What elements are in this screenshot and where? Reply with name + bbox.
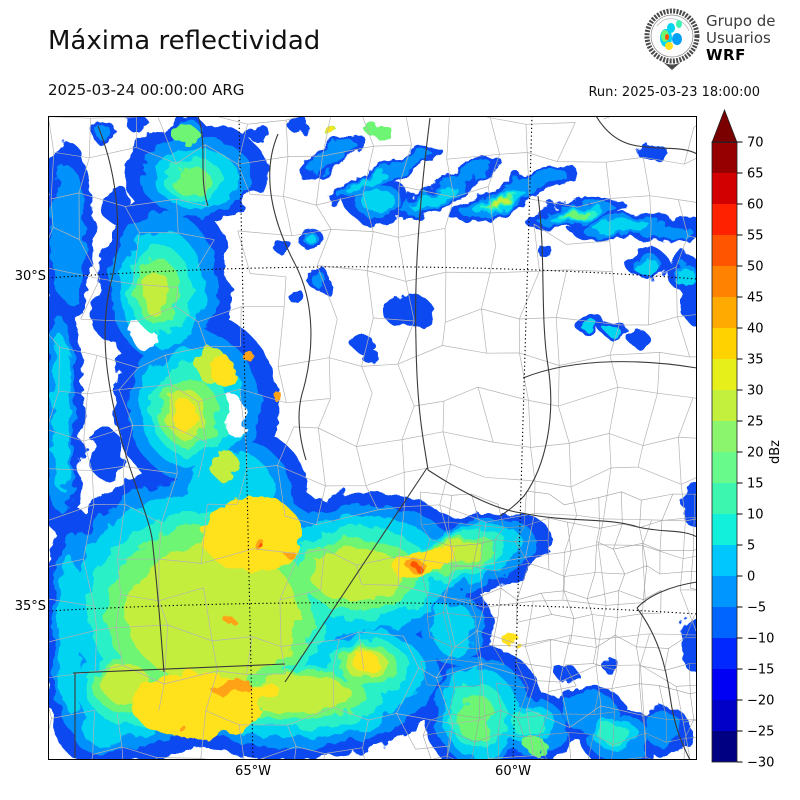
- svg-text:−10: −10: [747, 632, 774, 647]
- svg-text:−30: −30: [747, 756, 774, 771]
- lat-tick-label-1: 35°S: [2, 599, 46, 614]
- svg-text:50: 50: [747, 260, 764, 275]
- page-title: Máxima reflectividad: [48, 26, 320, 56]
- logo-line-1: Grupo de: [706, 13, 776, 30]
- colorbar: 7065605550454035302520151050−5−10−15−20−…: [700, 100, 800, 800]
- logo-line-3: WRF: [706, 47, 776, 64]
- svg-text:10: 10: [747, 508, 764, 523]
- map-canvas: [48, 116, 697, 760]
- wrf-logo-icon: [644, 6, 702, 72]
- svg-text:40: 40: [747, 322, 764, 337]
- svg-text:25: 25: [747, 415, 764, 430]
- svg-text:45: 45: [747, 291, 764, 306]
- valid-datetime-label: 2025-03-24 00:00:00 ARG: [48, 81, 244, 99]
- colorbar-segments: [712, 142, 737, 762]
- colorbar-over-arrow: [712, 110, 737, 143]
- svg-text:−15: −15: [747, 663, 774, 678]
- svg-text:0: 0: [747, 570, 755, 585]
- svg-text:15: 15: [747, 477, 764, 492]
- svg-text:65: 65: [747, 167, 764, 182]
- lat-tick-label-0: 30°S: [2, 269, 46, 284]
- wrf-reflectivity-figure: { "header": { "title": "Máxima reflectiv…: [0, 0, 800, 800]
- colorbar-unit-label: dBz: [768, 440, 783, 464]
- lon-tick-label-1: 60°W: [487, 764, 539, 779]
- svg-text:60: 60: [747, 198, 764, 213]
- lon-tick-label-0: 65°W: [227, 764, 279, 779]
- svg-text:55: 55: [747, 229, 764, 244]
- svg-text:5: 5: [747, 539, 755, 554]
- svg-text:−25: −25: [747, 725, 774, 740]
- svg-text:70: 70: [747, 136, 764, 151]
- svg-text:−5: −5: [747, 601, 766, 616]
- svg-text:35: 35: [747, 353, 764, 368]
- logo-text: Grupo de Usuarios WRF: [706, 13, 776, 64]
- svg-text:30: 30: [747, 384, 764, 399]
- svg-text:−20: −20: [747, 694, 774, 709]
- logo-line-2: Usuarios: [706, 30, 776, 47]
- model-run-label: Run: 2025-03-23 18:00:00: [460, 85, 760, 100]
- svg-text:20: 20: [747, 446, 764, 461]
